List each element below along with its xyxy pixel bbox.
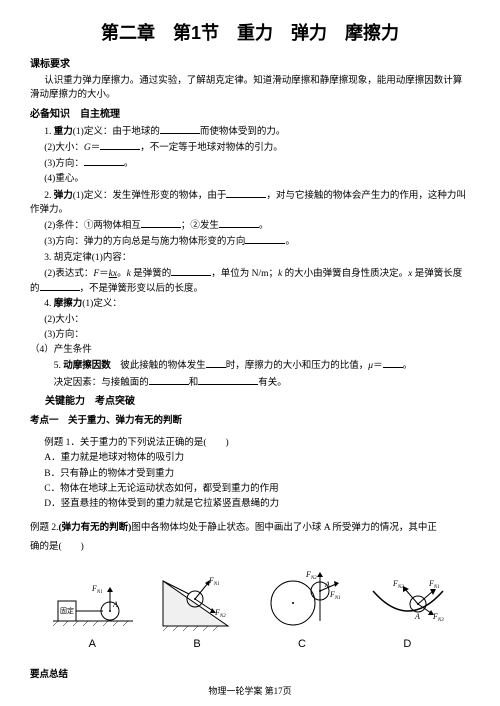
ex2: 例题 2.(弹力有无的判断)图中各物体均处于静止状态。图中画出了小球 A 所受弹…: [30, 519, 470, 537]
ex1-c: C．物体在地球上无论运动状态如何，都受到重力的作用: [30, 482, 470, 496]
svg-text:FN3: FN3: [432, 612, 444, 623]
ex1-b: B．只有静止的物体才受到重力: [30, 467, 470, 481]
section-1-header: 课标要求: [30, 57, 470, 72]
topic-1: 考点一 关于重力、弹力有无的判断: [30, 414, 470, 428]
s2-l8: 3. 胡克定律(1)内容：: [30, 251, 470, 265]
section-3-header: 关键能力 考点突破: [30, 394, 470, 409]
svg-text:A: A: [414, 612, 420, 621]
svg-text:FN2: FN2: [392, 579, 404, 590]
ex1-a: A．重力就是地球对物体的吸引力: [30, 451, 470, 465]
page-title: 第二章 第1节 重力 弹力 摩擦力: [30, 20, 470, 47]
page-footer: 物理一轮学案 第17页: [30, 685, 470, 699]
label-d: D: [403, 636, 411, 653]
label-a: A: [89, 636, 96, 653]
summary-header: 要点总结: [30, 668, 470, 682]
s2-l11: (2)大小：: [30, 313, 470, 327]
diagram-a: 固定 A FN1: [48, 571, 138, 631]
svg-text:FN1: FN1: [428, 579, 440, 590]
svg-text:A: A: [112, 600, 118, 609]
ex1-d: D．竖直悬挂的物体受到的重力就是它拉紧竖直悬绳的力: [30, 497, 470, 511]
ex2-cont: 确的是( ): [30, 538, 470, 556]
s2-l14: 5. 动摩擦因数 彼此接触的物体发生时，摩擦力的大小和压力的比值，μ＝。: [30, 358, 470, 373]
s2-l12: (3)方向：: [30, 328, 470, 342]
diagram-c: A FN2 FN1: [258, 571, 348, 631]
label-b: B: [193, 636, 200, 653]
s1-p1: 认识重力弹力摩擦力。通过实验，了解胡克定律。知道滑动摩擦和静摩擦现象，能用动摩擦…: [30, 74, 470, 103]
s2-l2: (2)大小：G＝，不一定等于地球对物体的引力。: [30, 140, 470, 155]
svg-text:固定: 固定: [60, 606, 74, 615]
diagram-labels: A B C D: [30, 636, 470, 653]
s2-l15: 决定因素：与接触面的和有关。: [30, 375, 470, 390]
s2-l4: (4)重心。: [30, 172, 470, 186]
label-c: C: [298, 636, 306, 653]
svg-text:FN2: FN2: [305, 571, 317, 581]
diagram-row: 固定 A FN1 FN1 FN2 A FN2 FN1: [30, 571, 470, 631]
section-2-header: 必备知识 自主梳理: [30, 107, 470, 122]
s2-l10: 4. 摩擦力(1)定义：: [30, 297, 470, 311]
diagram-b: FN1 FN2: [153, 571, 243, 631]
s2-l13: （4）产生条件: [30, 343, 470, 357]
s2-l5: 2. 弹力(1)定义：发生弹性形变的物体，由于，对与它接触的物体会产生力的作用，…: [30, 188, 470, 218]
svg-text:FN1: FN1: [329, 590, 341, 601]
s2-l7: (3)方向：弹力的方向总是与施力物体形变的方向。: [30, 234, 470, 249]
svg-text:FN1: FN1: [208, 576, 220, 587]
diagram-d: A FN2 FN1 FN3: [363, 571, 453, 631]
s2-l1: 1. 重力(1)定义：由于地球的而使物体受到的力。: [30, 124, 470, 139]
svg-text:FN1: FN1: [91, 584, 103, 595]
s2-l6: (2)条件：①两物体相互；②发生。: [30, 218, 470, 233]
s2-l9: (2)表达式：F＝kx。k 是弹簧的，单位为 N/m；k 的大小由弹簧自身性质决…: [30, 266, 470, 297]
s2-l3: (3)方向：。: [30, 156, 470, 171]
ex1: 例题 1．关于重力的下列说法正确的是( ): [30, 436, 470, 450]
